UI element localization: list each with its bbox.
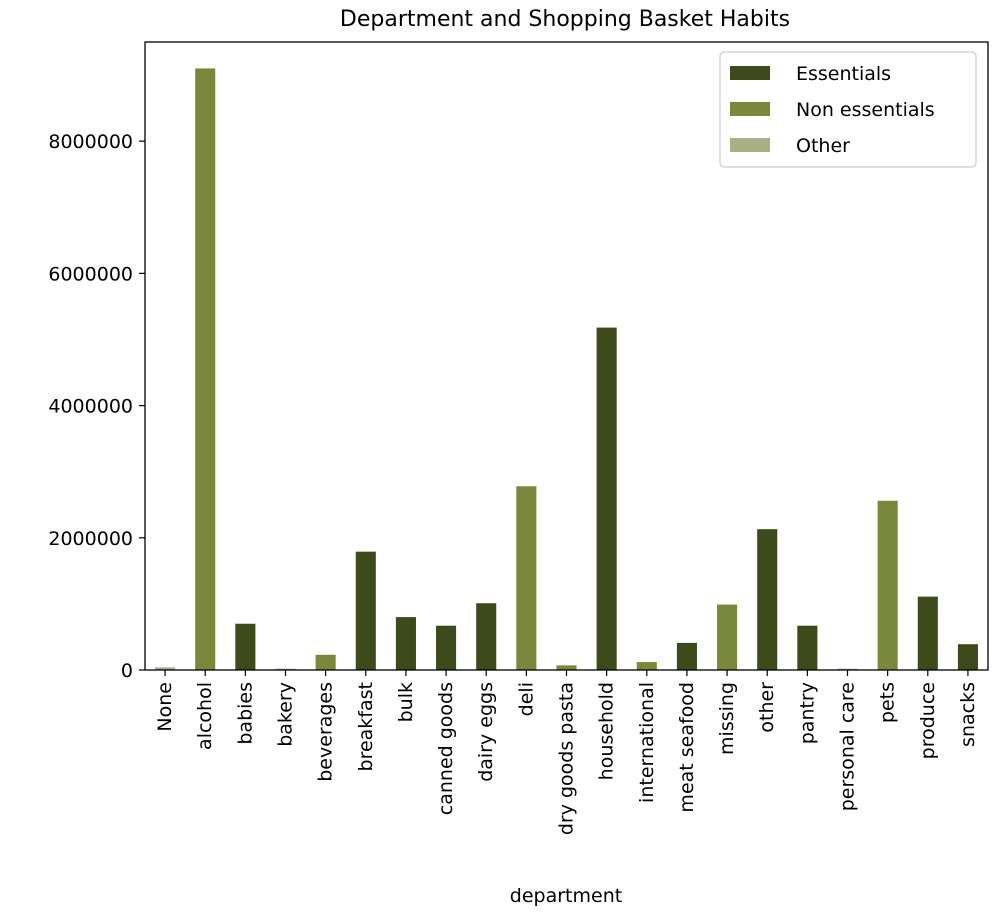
x-tick-label: bulk [395, 682, 417, 722]
bar-babies [235, 623, 256, 670]
y-tick-label: 6000000 [48, 263, 133, 285]
x-axis: None alcohol babies bakery beverages breakfas… [154, 670, 979, 835]
bar-household [596, 327, 617, 670]
x-tick-label: household [596, 682, 618, 780]
y-tick-label: 8000000 [48, 131, 133, 153]
bar-bakery [275, 668, 296, 670]
x-tick-label: None [154, 682, 176, 732]
y-tick-label: 2000000 [48, 528, 133, 550]
legend-label: Essentials [796, 63, 891, 85]
x-tick-label: missing [716, 682, 738, 755]
legend-swatch [730, 102, 770, 116]
y-tick-label: 4000000 [48, 396, 133, 418]
legend-swatch [730, 138, 770, 152]
bar-beverages [315, 654, 336, 670]
x-tick-label: other [756, 682, 778, 733]
chart-title: Department and Shopping Basket Habits [340, 7, 790, 32]
bars-group [155, 68, 978, 670]
legend-label: Non essentials [796, 99, 935, 121]
bar-meat-seafood [676, 642, 697, 670]
legend: Essentials Non essentials Other [719, 51, 977, 168]
legend-label: Other [796, 135, 850, 157]
x-tick-label: international [636, 682, 658, 803]
bar-pantry [797, 625, 818, 670]
x-tick-label: babies [234, 682, 256, 745]
bar-bulk [395, 617, 416, 670]
x-tick-label: alcohol [194, 682, 216, 750]
bar-dairy-eggs [476, 603, 497, 670]
x-axis-label: department [510, 885, 622, 907]
plot-frame [144, 41, 989, 671]
y-axis: 0 2000000 4000000 6000000 8000000 [48, 131, 145, 682]
x-tick-label: deli [515, 682, 537, 716]
bar-deli [516, 486, 537, 670]
bar-international [636, 662, 657, 670]
x-tick-label: personal care [837, 682, 859, 811]
bar-breakfast [355, 551, 376, 670]
bar-other [757, 529, 778, 670]
x-tick-label: meat seafood [676, 682, 698, 813]
bar-snacks [957, 644, 978, 670]
bar-produce [917, 596, 938, 670]
legend-swatch [730, 66, 770, 80]
x-tick-label: pantry [796, 682, 818, 744]
bar-dry-goods-pasta [556, 665, 577, 670]
bar-missing [717, 604, 738, 670]
x-tick-label: produce [917, 682, 939, 759]
bar-canned-goods [436, 625, 457, 670]
x-tick-label: pets [877, 682, 899, 723]
x-tick-label: beverages [315, 682, 337, 782]
legend-box [719, 51, 977, 168]
x-tick-label: dry goods pasta [556, 682, 578, 835]
x-tick-label: breakfast [355, 682, 377, 771]
x-tick-label: canned goods [435, 682, 457, 815]
x-tick-label: dairy eggs [475, 682, 497, 782]
bar-pets [877, 500, 898, 670]
x-tick-label: snacks [957, 682, 979, 747]
x-tick-label: bakery [275, 682, 297, 747]
bar-personal-care [837, 668, 858, 670]
y-tick-label: 0 [121, 660, 133, 682]
bar-None [155, 667, 176, 670]
bar-alcohol [195, 68, 216, 670]
